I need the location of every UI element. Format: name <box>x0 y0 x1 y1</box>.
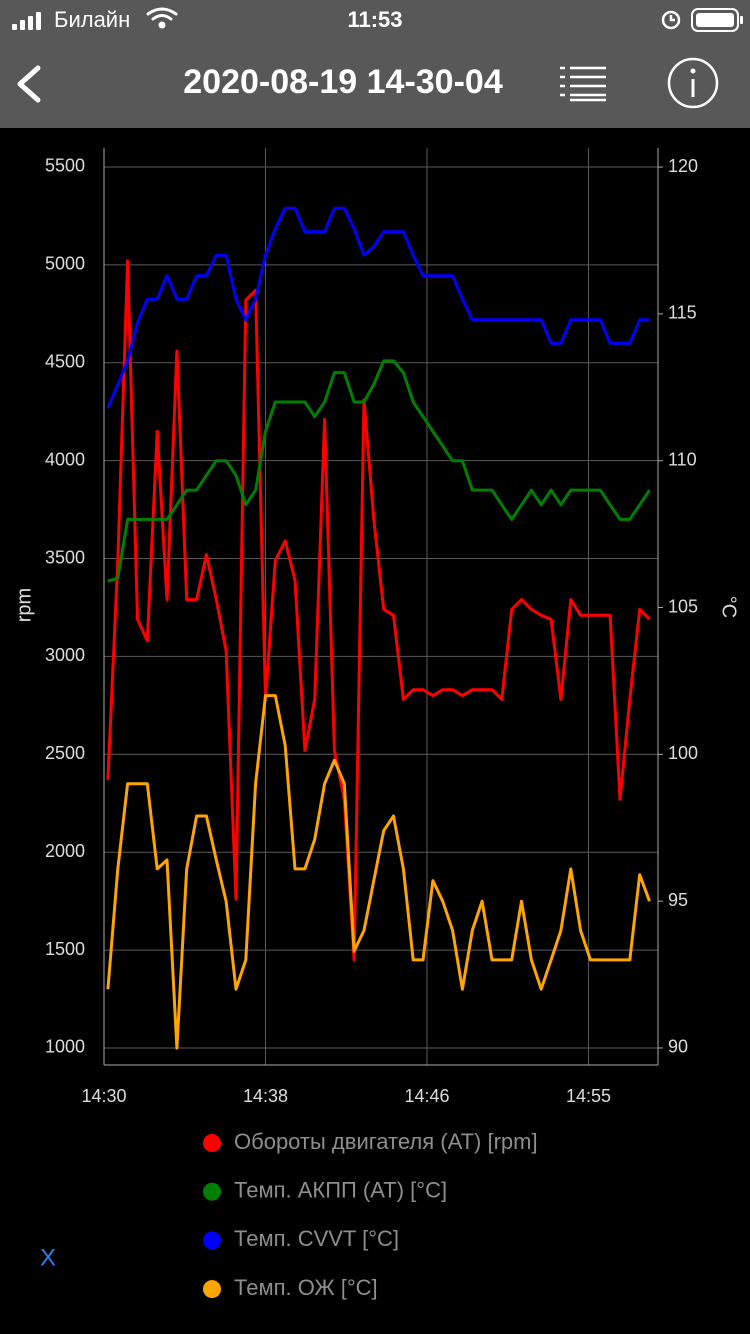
y-tick-label: 4000 <box>45 449 85 469</box>
back-button[interactable] <box>17 65 41 103</box>
clock: 11:53 <box>347 7 402 32</box>
y-tick-label: 5500 <box>45 156 85 176</box>
x-tick-label: 14:38 <box>243 1086 288 1106</box>
series-line <box>106 206 650 409</box>
legend-marker <box>203 1231 221 1250</box>
y2-tick-label: 95 <box>668 890 688 910</box>
wifi-icon <box>146 7 178 29</box>
header-title: 2020-08-19 14-30-04 <box>183 63 503 101</box>
y-tick-label: 1000 <box>45 1037 85 1057</box>
x-tick-label: 14:55 <box>566 1086 611 1106</box>
x-tick-label: 14:30 <box>81 1086 126 1106</box>
y2-tick-label: 90 <box>668 1037 688 1057</box>
series-line <box>107 359 651 583</box>
y-tick-label: 3000 <box>45 645 85 665</box>
legend-marker <box>203 1134 221 1152</box>
y-tick-label: 2500 <box>45 743 85 763</box>
y2-tick-label: 120 <box>668 156 698 176</box>
y-tick-label: 3500 <box>45 547 85 567</box>
y-tick-label: 5000 <box>45 254 85 274</box>
legend-marker <box>203 1280 221 1299</box>
list-button[interactable] <box>560 66 606 102</box>
y2-tick-label: 105 <box>668 596 698 616</box>
legend-label: Темп. CVVT [°C] <box>234 1226 399 1251</box>
legend-label: Темп. АКПП (AT) [°C] <box>234 1178 447 1203</box>
info-button[interactable] <box>667 57 719 109</box>
chart: 1000 1500 2000 2500 3000 3500 4000 4500 5000 5500… <box>13 148 740 1300</box>
y-axis-label: rpm <box>13 588 35 622</box>
y-tick-label: 4500 <box>45 352 85 372</box>
y-tick-label: 2000 <box>45 841 85 861</box>
legend-marker <box>203 1182 221 1201</box>
series-line <box>106 694 651 1050</box>
alarm-icon <box>661 10 681 30</box>
y-tick-label: 1500 <box>45 939 85 959</box>
top-bar <box>0 0 750 128</box>
y2-tick-label: 115 <box>668 303 697 323</box>
y2-tick-label: 100 <box>668 743 698 763</box>
carrier: Билайн <box>54 7 130 32</box>
series-line <box>106 259 651 962</box>
battery-icon <box>691 8 743 32</box>
y2-axis-label: °C <box>718 596 740 618</box>
signal-icon <box>12 12 41 30</box>
x-tick-label: 14:46 <box>404 1086 449 1106</box>
y2-tick-label: 110 <box>668 449 697 469</box>
legend-label: Темп. ОЖ [°C] <box>234 1275 378 1300</box>
legend-label: Обороты двигателя (AT) [rpm] <box>234 1129 538 1154</box>
close-button[interactable]: X <box>40 1244 56 1271</box>
